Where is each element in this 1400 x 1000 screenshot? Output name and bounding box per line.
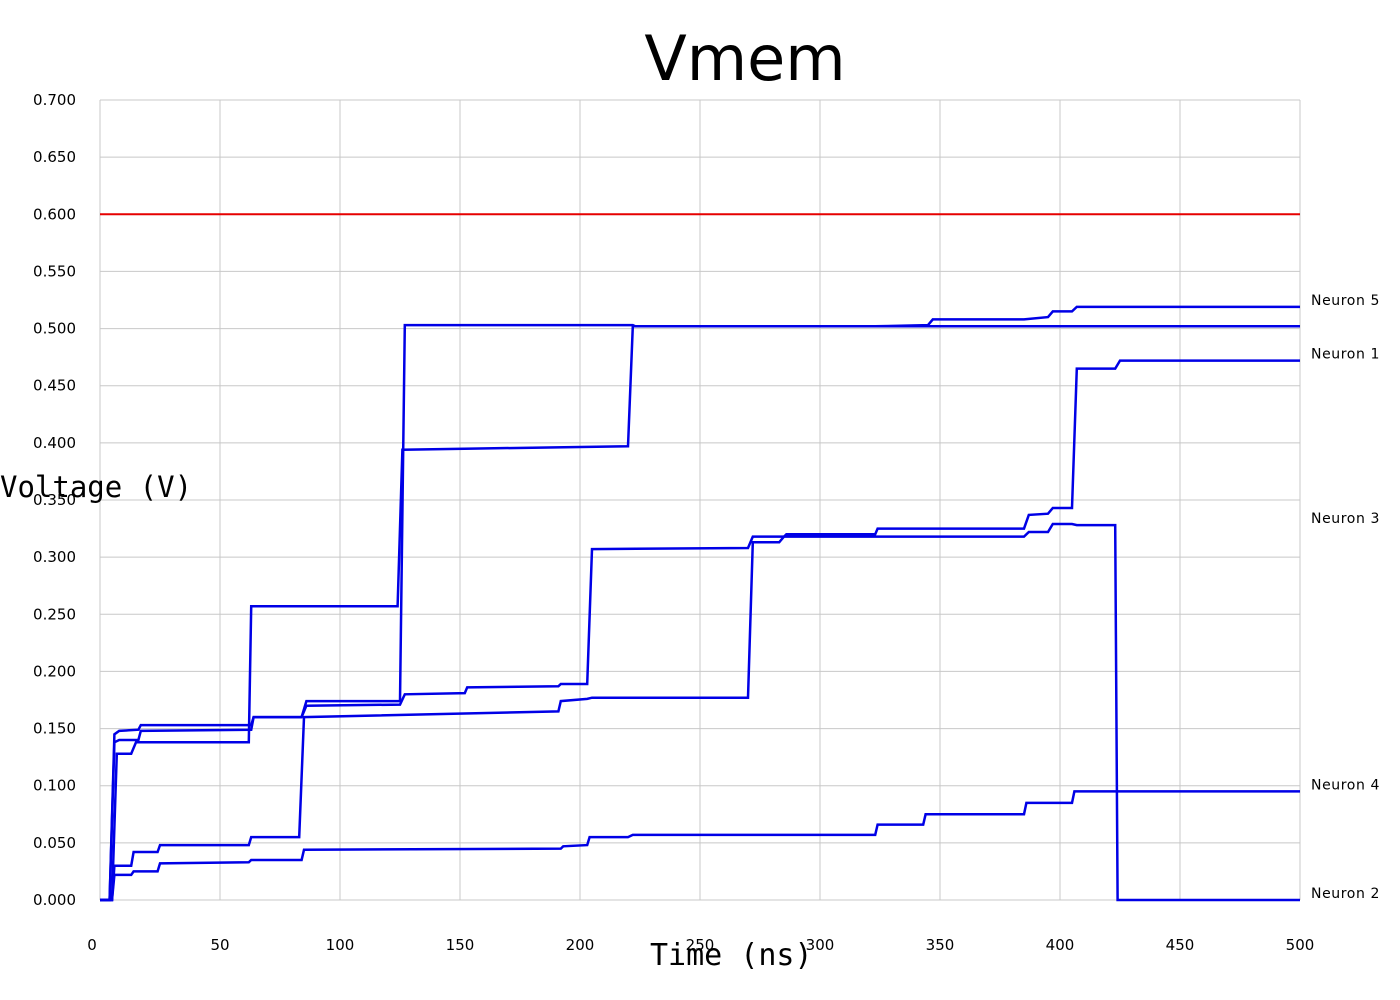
series-label-neuron-3: Neuron 3 — [1311, 511, 1380, 527]
series-line-neuron-3 — [100, 325, 1300, 902]
y-tick-label: 0.150 — [33, 720, 76, 738]
chart-title: Vmem — [644, 22, 846, 95]
y-tick-label: 0.350 — [33, 491, 76, 509]
series-label-neuron-2: Neuron 2 — [1311, 886, 1380, 902]
x-tick-label: 450 — [1166, 936, 1195, 954]
series-line-neuron-5 — [100, 359, 1300, 902]
x-axis-label: Time (ns) — [650, 938, 813, 973]
x-tick-labels: 0 50 100 150 200 250 300 350 400 450 500 — [87, 936, 1314, 954]
x-tick-label: 50 — [210, 936, 229, 954]
x-tick-label: 300 — [806, 936, 835, 954]
x-tick-label: 150 — [446, 936, 475, 954]
series-line-neuron-2 — [100, 522, 1300, 902]
y-tick-label: 0.000 — [33, 891, 76, 909]
x-tick-label: 200 — [566, 936, 595, 954]
series-lines — [100, 305, 1300, 902]
y-tick-label: 0.050 — [33, 834, 76, 852]
x-tick-label: 500 — [1286, 936, 1315, 954]
y-tick-label: 0.250 — [33, 605, 76, 623]
y-tick-label: 0.550 — [33, 262, 76, 280]
y-tick-labels: 0.000 0.050 0.100 0.150 0.200 0.250 0.300 0.350… — [33, 91, 76, 909]
series-label-neuron-1: Neuron 1 — [1311, 347, 1380, 363]
y-tick-label: 0.200 — [33, 662, 76, 680]
y-tick-label: 0.300 — [33, 548, 76, 566]
y-tick-label: 0.400 — [33, 434, 76, 452]
y-tick-label: 0.700 — [33, 91, 76, 109]
grid-lines — [99, 99, 1301, 901]
series-label-neuron-4: Neuron 4 — [1311, 777, 1380, 793]
y-tick-label: 0.450 — [33, 377, 76, 395]
y-tick-label: 0.100 — [33, 777, 76, 795]
y-tick-label: 0.650 — [33, 148, 76, 166]
series-labels: Neuron 5 Neuron 1 Neuron 3 Neuron 4 Neuron 2 — [1311, 293, 1380, 902]
x-tick-label: 400 — [1046, 936, 1075, 954]
series-label-neuron-5: Neuron 5 — [1311, 293, 1380, 309]
y-tick-label: 0.600 — [33, 205, 76, 223]
x-tick-label: 350 — [926, 936, 955, 954]
x-tick-label: 250 — [686, 936, 715, 954]
x-tick-label: 100 — [326, 936, 355, 954]
y-tick-label: 0.500 — [33, 320, 76, 338]
series-line-neuron-4 — [100, 790, 1300, 902]
y-axis-label: Voltage (V) — [0, 470, 193, 504]
series-line-neuron-1 — [100, 305, 1300, 902]
x-tick-label: 0 — [87, 936, 97, 954]
